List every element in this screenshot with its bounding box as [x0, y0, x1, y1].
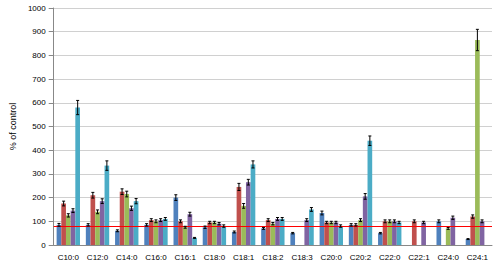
svg-text:800: 800: [32, 51, 46, 60]
svg-text:C18:3: C18:3: [291, 253, 313, 262]
svg-text:C22:1: C22:1: [408, 253, 430, 262]
svg-text:100: 100: [32, 217, 46, 226]
svg-text:C18:1: C18:1: [233, 253, 255, 262]
svg-text:400: 400: [32, 146, 46, 155]
svg-text:C24:1: C24:1: [467, 253, 489, 262]
svg-text:600: 600: [32, 98, 46, 107]
svg-text:C20:2: C20:2: [350, 253, 372, 262]
svg-text:C14:0: C14:0: [116, 253, 138, 262]
svg-text:200: 200: [32, 193, 46, 202]
svg-text:C16:0: C16:0: [145, 253, 167, 262]
svg-text:C16:1: C16:1: [175, 253, 197, 262]
svg-text:300: 300: [32, 169, 46, 178]
svg-text:C24:0: C24:0: [437, 253, 459, 262]
svg-text:500: 500: [32, 122, 46, 131]
svg-text:1000: 1000: [28, 4, 46, 13]
svg-text:C22:0: C22:0: [379, 253, 401, 262]
svg-text:C18:2: C18:2: [262, 253, 284, 262]
svg-text:0: 0: [41, 241, 46, 250]
svg-text:700: 700: [32, 75, 46, 84]
svg-text:% of control: % of control: [8, 103, 18, 151]
svg-text:C10:0: C10:0: [58, 253, 80, 262]
svg-text:900: 900: [32, 27, 46, 36]
svg-text:C12:0: C12:0: [87, 253, 109, 262]
svg-text:C20:0: C20:0: [321, 253, 343, 262]
svg-text:C18:0: C18:0: [204, 253, 226, 262]
